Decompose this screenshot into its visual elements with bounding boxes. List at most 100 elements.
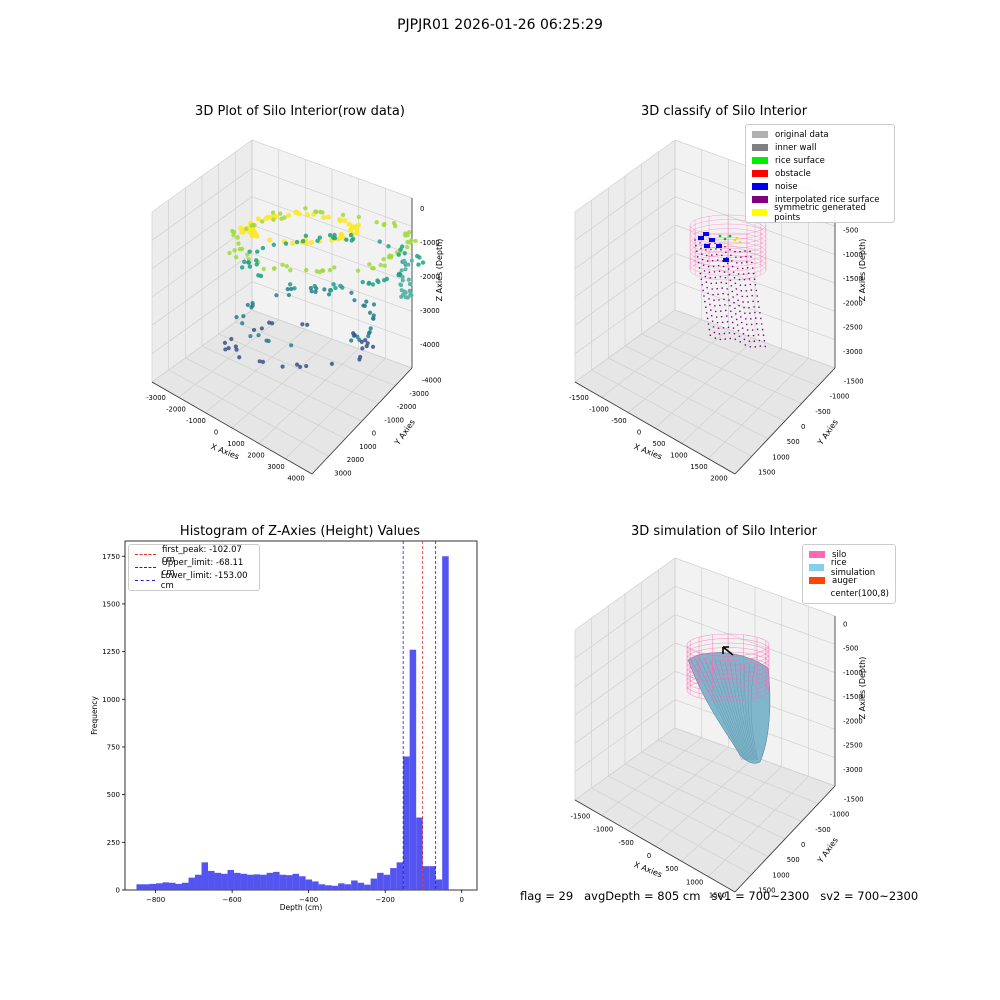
- interpolated-point: [735, 288, 738, 290]
- data-point: [255, 249, 260, 254]
- interpolated-point: [705, 312, 708, 314]
- x-tick-label: 2000: [710, 474, 727, 482]
- histogram-legend: first_peak: -102.07 cm Upper_limit: -68.1…: [128, 544, 260, 591]
- x-tick-label: 1500: [709, 891, 726, 899]
- interpolated-point: [739, 310, 741, 313]
- x-tick-label: −600: [223, 896, 242, 904]
- legend-swatch: [752, 131, 768, 138]
- histogram-bar: [299, 876, 306, 890]
- y-tick-label: -3000: [409, 390, 429, 398]
- interpolated-point: [709, 334, 712, 337]
- data-point: [322, 287, 327, 292]
- interpolated-point: [745, 255, 747, 258]
- data-point: [287, 282, 293, 287]
- noise-point: [723, 258, 729, 262]
- interpolated-point: [740, 289, 743, 292]
- data-point: [248, 333, 253, 339]
- interpolated-point: [711, 288, 713, 290]
- interpolated-point: [745, 323, 748, 326]
- data-point: [236, 241, 241, 246]
- y-tick-label: -1000: [830, 811, 850, 819]
- data-point: [408, 293, 413, 298]
- interpolated-point: [707, 292, 709, 295]
- legend-label: symmetric generated points: [774, 202, 866, 223]
- histogram-bar: [364, 884, 371, 890]
- data-point: [260, 245, 266, 251]
- data-point: [381, 256, 386, 262]
- data-point: [246, 256, 251, 262]
- data-point: [247, 264, 253, 269]
- y-tick-label: 500: [787, 856, 800, 864]
- surface-mesh-line: [729, 661, 752, 761]
- surface-mesh-line: [719, 660, 750, 761]
- interpolated-point: [708, 328, 711, 331]
- interpolated-point: [719, 338, 722, 341]
- interpolated-point: [715, 310, 717, 313]
- interpolated-point: [733, 301, 735, 304]
- legend-entry: symmetric generated points: [752, 203, 888, 223]
- x-tick-label: -1500: [569, 394, 589, 402]
- histogram-bar: [260, 874, 267, 890]
- y-tick-label: 3000: [334, 469, 351, 477]
- histogram-bar: [195, 874, 202, 890]
- interpolated-point: [731, 260, 733, 262]
- interpolated-point: [736, 267, 739, 270]
- data-point: [294, 239, 300, 245]
- data-point: [222, 340, 228, 345]
- x-tick-label: 500: [665, 865, 678, 873]
- legend-swatch: [752, 183, 768, 190]
- interpolated-point: [730, 316, 733, 318]
- data-point: [245, 302, 250, 308]
- legend-entry: Upper_limit: -68.11 cm: [135, 558, 253, 578]
- rice-surface-point: [728, 234, 732, 238]
- interpolated-point: [726, 288, 728, 290]
- data-point: [257, 359, 262, 364]
- interpolated-point: [750, 323, 753, 326]
- interpolated-point: [712, 326, 715, 328]
- x-tick-label: -500: [618, 839, 633, 847]
- axis-edge: [574, 799, 736, 893]
- interpolated-point: [740, 256, 742, 259]
- interpolated-point: [747, 272, 750, 275]
- data-point: [356, 214, 362, 220]
- data-point: [399, 288, 404, 293]
- data-point: [286, 292, 292, 298]
- data-point: [231, 232, 236, 238]
- interpolated-point: [735, 256, 737, 258]
- z-tick-label: -4000: [420, 341, 440, 349]
- data-point: [309, 289, 314, 294]
- legend-entry: rice surface: [752, 154, 888, 167]
- grid-line: [251, 168, 413, 227]
- z-axis-label: Z Axies (Depth): [858, 239, 867, 302]
- interpolated-point: [746, 261, 748, 263]
- data-point: [239, 229, 245, 235]
- interpolated-point: [738, 304, 740, 307]
- interpolated-point: [720, 310, 722, 312]
- interpolated-point: [751, 294, 753, 297]
- data-point: [226, 346, 231, 351]
- interpolated-point: [759, 345, 762, 347]
- y-tick-label: 1500: [102, 600, 120, 608]
- interpolated-point: [755, 322, 758, 325]
- interpolated-point: [715, 282, 718, 284]
- interpolated-point: [713, 331, 716, 334]
- panel2-legend: original data inner wall rice surface obsta…: [745, 124, 895, 223]
- data-point: [267, 320, 272, 325]
- histogram-bar: [383, 874, 391, 890]
- histogram-bar: [370, 878, 378, 890]
- interpolated-point: [762, 334, 765, 337]
- data-point: [237, 246, 243, 252]
- histogram-bar: [416, 817, 423, 890]
- data-point: [246, 260, 251, 265]
- data-point: [272, 266, 277, 271]
- interpolated-point: [742, 273, 745, 275]
- legend-label: interpolated rice surface: [775, 194, 880, 205]
- surface-mesh-line: [694, 658, 744, 761]
- legend-label: center(100,8): [830, 588, 889, 599]
- interpolated-point: [719, 304, 721, 307]
- interpolated-point: [754, 346, 757, 348]
- interpolated-point: [713, 271, 716, 273]
- data-point: [370, 282, 376, 287]
- surface-mesh-line: [704, 659, 746, 761]
- grid-line: [251, 139, 413, 199]
